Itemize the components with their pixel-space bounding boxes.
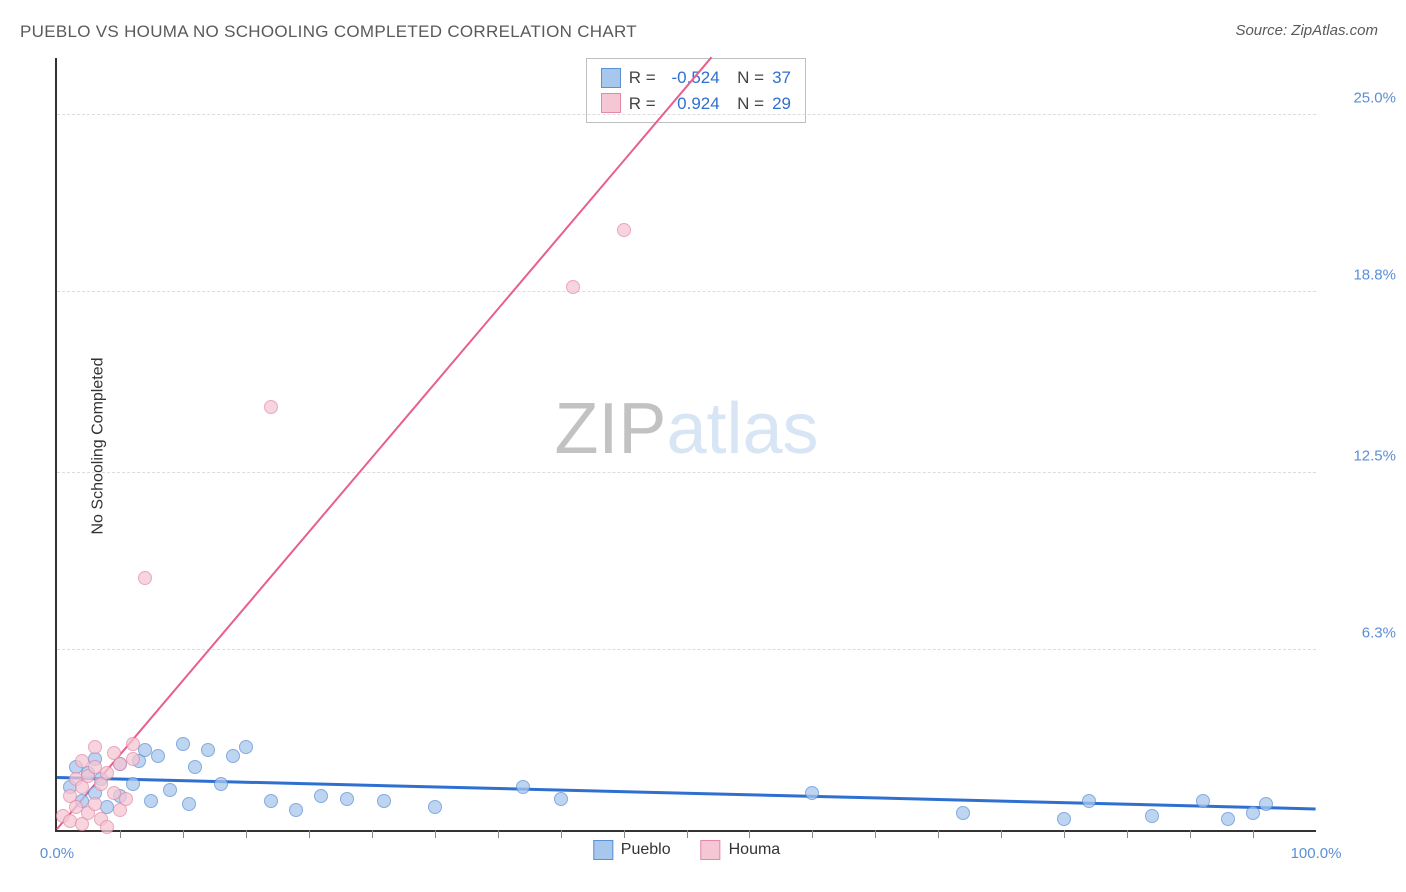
data-point-houma (566, 280, 580, 294)
x-tick (624, 830, 625, 838)
data-point-pueblo (1082, 794, 1096, 808)
x-tick (687, 830, 688, 838)
data-point-pueblo (314, 789, 328, 803)
legend-swatch (601, 68, 621, 88)
legend-label: Pueblo (621, 841, 671, 859)
data-point-pueblo (1196, 794, 1210, 808)
data-point-pueblo (144, 794, 158, 808)
x-tick (435, 830, 436, 838)
data-point-houma (119, 792, 133, 806)
data-point-pueblo (340, 792, 354, 806)
data-point-houma (126, 752, 140, 766)
gridline (57, 291, 1316, 292)
data-point-houma (138, 571, 152, 585)
data-point-pueblo (214, 777, 228, 791)
x-tick (1001, 830, 1002, 838)
data-point-houma (617, 223, 631, 237)
data-point-houma (100, 820, 114, 834)
y-tick-label: 6.3% (1326, 624, 1396, 641)
y-tick-label: 12.5% (1326, 447, 1396, 464)
legend-n-value: 29 (772, 91, 791, 117)
data-point-houma (126, 737, 140, 751)
trend-line-houma (56, 56, 712, 829)
x-tick (183, 830, 184, 838)
gridline (57, 114, 1316, 115)
data-point-pueblo (1057, 812, 1071, 826)
source-attribution: Source: ZipAtlas.com (1235, 22, 1378, 39)
legend-item-pueblo: Pueblo (593, 840, 671, 860)
x-tick-label: 100.0% (1291, 845, 1342, 862)
data-point-houma (264, 400, 278, 414)
legend-n-label: N = (728, 65, 764, 91)
legend-n-label: N = (728, 91, 764, 117)
chart-title: PUEBLO VS HOUMA NO SCHOOLING COMPLETED C… (20, 22, 637, 42)
x-tick (812, 830, 813, 838)
y-tick-label: 25.0% (1326, 90, 1396, 107)
data-point-pueblo (554, 792, 568, 806)
data-point-pueblo (289, 803, 303, 817)
data-point-pueblo (377, 794, 391, 808)
data-point-pueblo (1221, 812, 1235, 826)
x-tick (561, 830, 562, 838)
data-point-houma (100, 766, 114, 780)
watermark: ZIPatlas (554, 388, 818, 470)
legend-r-label: R = (629, 91, 656, 117)
x-tick (875, 830, 876, 838)
data-point-pueblo (264, 794, 278, 808)
x-tick (498, 830, 499, 838)
data-point-houma (88, 740, 102, 754)
data-point-pueblo (126, 777, 140, 791)
legend-n-value: 37 (772, 65, 791, 91)
data-point-pueblo (1145, 809, 1159, 823)
x-tick (938, 830, 939, 838)
data-point-pueblo (151, 749, 165, 763)
gridline (57, 649, 1316, 650)
x-tick (749, 830, 750, 838)
legend-swatch (701, 840, 721, 860)
legend-row-pueblo: R = -0.524 N = 37 (601, 65, 791, 91)
legend-row-houma: R = 0.924 N = 29 (601, 91, 791, 117)
series-legend: Pueblo Houma (593, 840, 780, 860)
trend-line-pueblo (57, 776, 1316, 810)
x-tick-label: 0.0% (40, 845, 74, 862)
data-point-pueblo (182, 797, 196, 811)
y-tick-label: 18.8% (1326, 267, 1396, 284)
legend-label: Houma (729, 841, 781, 859)
data-point-houma (88, 797, 102, 811)
x-tick (120, 830, 121, 838)
x-tick (1064, 830, 1065, 838)
data-point-pueblo (428, 800, 442, 814)
legend-swatch (601, 93, 621, 113)
x-tick (1190, 830, 1191, 838)
legend-swatch (593, 840, 613, 860)
data-point-pueblo (239, 740, 253, 754)
x-tick (372, 830, 373, 838)
data-point-pueblo (805, 786, 819, 800)
data-point-pueblo (163, 783, 177, 797)
x-tick (1253, 830, 1254, 838)
data-point-pueblo (956, 806, 970, 820)
x-tick (1127, 830, 1128, 838)
gridline (57, 472, 1316, 473)
data-point-pueblo (226, 749, 240, 763)
legend-item-houma: Houma (701, 840, 781, 860)
data-point-pueblo (1246, 806, 1260, 820)
data-point-pueblo (1259, 797, 1273, 811)
data-point-pueblo (188, 760, 202, 774)
data-point-pueblo (176, 737, 190, 751)
data-point-pueblo (201, 743, 215, 757)
x-tick (246, 830, 247, 838)
plot-area: ZIPatlas R = -0.524 N = 37R = 0.924 N = … (55, 58, 1316, 832)
data-point-pueblo (516, 780, 530, 794)
legend-r-label: R = (629, 65, 656, 91)
x-tick (309, 830, 310, 838)
